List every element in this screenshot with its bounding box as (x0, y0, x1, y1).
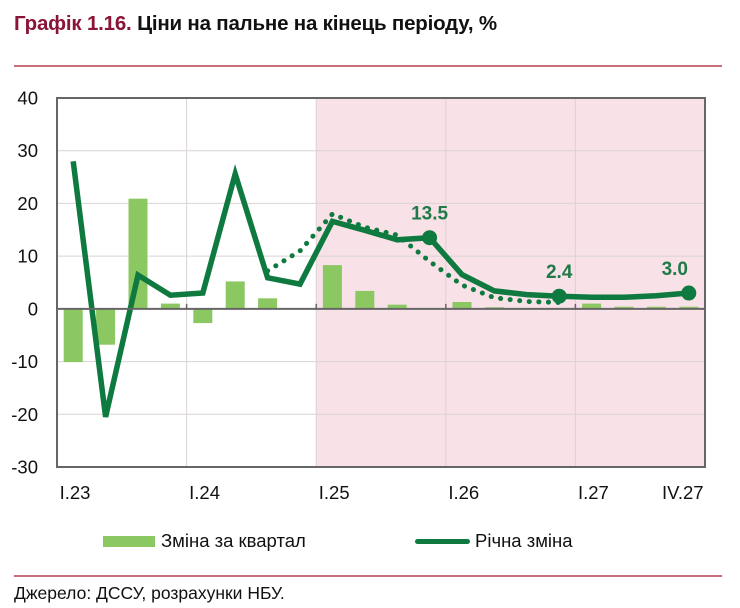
grid-lines (57, 98, 705, 467)
top-divider (14, 65, 722, 67)
data-label: 13.5 (411, 204, 448, 225)
y-tick-label: -30 (11, 457, 38, 478)
line-series-annual-change (70, 160, 690, 418)
bar (63, 308, 83, 363)
y-tick-label: -20 (11, 404, 38, 425)
bar (193, 308, 213, 324)
bar (387, 304, 407, 309)
forecast-shade (316, 98, 705, 467)
data-point-marker (681, 285, 697, 301)
y-tick-label: -10 (11, 351, 38, 372)
y-tick-label: 10 (17, 246, 38, 267)
bar (96, 308, 116, 345)
data-label: 3.0 (662, 259, 688, 280)
chart-title-text: Ціни на пальне на кінець періоду, % (137, 12, 497, 35)
y-tick-label: 20 (17, 193, 38, 214)
chart-title-number: Графік 1.16. (14, 12, 132, 35)
bar-series-quarterly-change (63, 198, 699, 363)
data-point-marker (422, 230, 438, 246)
annotation-markers: 13.5 2.4 3.0 (411, 204, 697, 304)
legend-bar-swatch (103, 535, 155, 547)
y-axis-labels: 40 30 20 10 0 -10 -20 -30 (11, 88, 38, 478)
x-tick-label: I.24 (189, 482, 220, 503)
x-tick-label: I.25 (319, 482, 350, 503)
bar (160, 303, 180, 309)
bar (452, 302, 472, 309)
bar (225, 281, 245, 309)
y-tick-label: 0 (28, 298, 38, 319)
chart-title: Графік 1.16. Ціни на пальне на кінець пе… (14, 12, 497, 36)
bottom-divider (14, 575, 722, 577)
source-note: Джерело: ДССУ, розрахунки НБУ. (14, 583, 285, 603)
bar (679, 306, 699, 309)
x-tick-label: I.23 (60, 482, 91, 503)
bar (582, 303, 602, 309)
y-tick-label: 40 (17, 88, 38, 109)
legend-label-quarterly-change: Зміна за квартал (161, 530, 306, 551)
legend-item-quarterly-change: Зміна за квартал (103, 528, 306, 554)
legend-item-annual-change: Річна зміна (415, 528, 573, 554)
bar (322, 265, 342, 309)
x-tick-label: IV.27 (662, 482, 704, 503)
x-tick-label: I.26 (448, 482, 479, 503)
x-axis-labels: I.23 I.24 I.25 I.26 I.27 IV.27 (60, 482, 704, 503)
x-tick-label: I.27 (578, 482, 609, 503)
legend-line-swatch (415, 538, 470, 544)
legend-label-annual-change: Річна зміна (475, 530, 573, 551)
data-label: 2.4 (546, 262, 573, 283)
bar (646, 306, 666, 309)
bar (614, 306, 634, 309)
bar (355, 290, 375, 309)
bar (128, 198, 148, 309)
plot-frame (56, 97, 706, 468)
data-point-marker (551, 288, 567, 304)
plot-border (56, 97, 706, 468)
y-tick-label: 30 (17, 140, 38, 161)
bar (258, 298, 278, 309)
line-series-previous-forecast (265, 211, 562, 305)
